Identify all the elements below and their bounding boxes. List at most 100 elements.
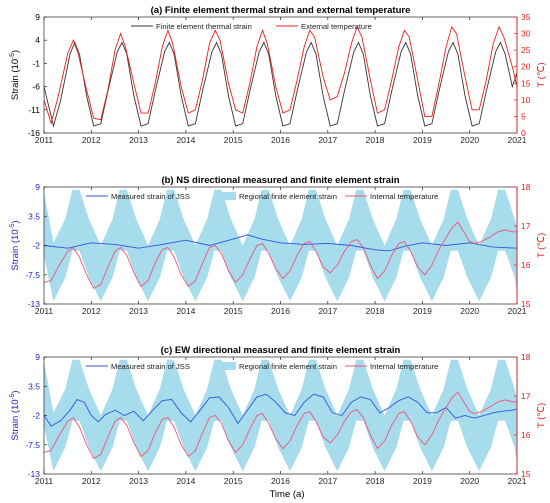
series-line-1: [44, 41, 517, 128]
y-tick-label-left: 9: [35, 12, 40, 22]
y-tick-label-left: 4: [35, 35, 40, 45]
x-tick-label: 2016: [271, 306, 290, 316]
y-tick-label-right: 18: [521, 182, 531, 192]
x-axis-label: Time (a): [269, 489, 304, 500]
x-tick-label: 2012: [82, 135, 101, 145]
x-tick-label: 2012: [82, 476, 101, 486]
y-tick-label-right: 18: [521, 352, 531, 362]
x-tick-label: 2014: [176, 135, 195, 145]
y-tick-label-right: 16: [521, 260, 531, 270]
y-tick-label-right: 20: [521, 62, 531, 72]
legend-label: Measured strain of JSS: [111, 362, 190, 371]
legend-swatch: [214, 192, 236, 200]
x-tick-label: 2017: [318, 135, 337, 145]
panel-title: (c) EW directional measured and finite e…: [161, 345, 401, 356]
y-tick-label-right: 30: [521, 29, 531, 39]
x-tick-label: 2016: [271, 135, 290, 145]
y-tick-label-right: 15: [521, 78, 531, 88]
x-tick-label: 2015: [224, 306, 243, 316]
series-line-1: [44, 393, 517, 427]
y-tick-label-left: -6: [32, 82, 40, 92]
y-tick-label-right: 15: [521, 469, 531, 479]
panel-3: 2011 2012 2013 2014 2015 2016 2017 2018 2019 2020…: [9, 345, 547, 486]
y-tick-label-right: 15: [521, 299, 531, 309]
x-tick-label: 2011: [35, 306, 54, 316]
y-tick-label-right: 17: [521, 391, 531, 401]
y-axis-label-left: Strain (10-5): [9, 50, 21, 100]
legend: Finite element thermal strain External te…: [131, 22, 372, 31]
x-tick-label: 2014: [176, 306, 195, 316]
series-line-2: [44, 391, 517, 460]
x-tick-label: 2014: [176, 476, 195, 486]
y-tick-label-left: -11: [28, 105, 40, 115]
y-tick-label-left: 9: [35, 352, 40, 362]
y-tick-label-left: -2: [32, 241, 40, 251]
panel-title: (a) Finite element thermal strain and ex…: [151, 5, 411, 16]
panel-2: 2011 2012 2013 2014 2015 2016 2017 2018 2019 2020…: [9, 175, 547, 316]
x-tick-label: 2011: [35, 135, 54, 145]
x-tick-label: 2013: [129, 135, 148, 145]
series-line-1: [44, 234, 517, 252]
x-tick-label: 2020: [460, 476, 479, 486]
y-tick-label-left: 3.5: [28, 381, 40, 391]
x-tick-label: 2013: [129, 306, 148, 316]
panel-title: (b) NS directional measured and finite e…: [161, 175, 399, 186]
legend-label: Internal temperature: [370, 192, 438, 201]
y-tick-label-left: -1: [32, 58, 40, 68]
y-tick-label-right: 10: [521, 95, 531, 105]
y-tick-label-left: -16: [28, 128, 41, 138]
x-tick-label: 2015: [224, 476, 243, 486]
legend-label: Internal temperature: [370, 362, 438, 371]
y-tick-label-right: 5: [521, 111, 526, 121]
panel-1: 2011 2012 2013 2014 2015 2016 2017 2018 2019 2020…: [9, 5, 547, 145]
legend-swatch: [214, 362, 236, 370]
x-tick-label: 2019: [413, 306, 432, 316]
band-regional-fe-strain: [44, 189, 517, 302]
y-tick-label-left: -13: [28, 299, 41, 309]
y-tick-label-right: 17: [521, 221, 531, 231]
legend: Measured strain of JSS Regional finite el…: [86, 362, 438, 371]
x-tick-label: 2020: [460, 306, 479, 316]
x-tick-label: 2013: [129, 476, 148, 486]
x-tick-label: 2021: [508, 306, 527, 316]
legend: Measured strain of JSS Regional finite el…: [86, 192, 438, 201]
y-tick-label-left: -13: [28, 469, 41, 479]
legend-label: Regional finite element strain: [239, 362, 337, 371]
x-tick-label: 2012: [82, 306, 101, 316]
y-tick-label-right: 25: [521, 45, 531, 55]
x-tick-label: 2021: [508, 476, 527, 486]
band-regional-fe-strain: [44, 359, 517, 472]
y-tick-label-left: -7.5: [25, 270, 40, 280]
legend-label: Measured strain of JSS: [111, 192, 190, 201]
legend-label: Finite element thermal strain: [156, 22, 252, 31]
x-tick-label: 2018: [366, 135, 385, 145]
x-tick-label: 2016: [271, 476, 290, 486]
x-tick-label: 2021: [508, 135, 527, 145]
y-tick-label-left: -7.5: [25, 440, 40, 450]
y-axis-label-right: T (℃): [536, 403, 547, 428]
x-tick-label: 2019: [413, 476, 432, 486]
y-tick-label-right: 16: [521, 430, 531, 440]
legend-label: External temperature: [301, 22, 372, 31]
series-line-2: [44, 25, 517, 125]
x-tick-label: 2020: [460, 135, 479, 145]
x-tick-label: 2018: [366, 306, 385, 316]
y-tick-label-left: -2: [32, 411, 40, 421]
series-line-2: [44, 221, 517, 290]
y-tick-label-right: 35: [521, 12, 531, 22]
y-axis-label-right: T (℃): [536, 233, 547, 258]
x-tick-label: 2019: [413, 135, 432, 145]
y-axis-label-right: T (℃): [536, 62, 547, 87]
legend-label: Regional finite element strain: [239, 192, 337, 201]
y-axis-label-left: Strain (10-5): [9, 390, 21, 440]
x-tick-label: 2017: [318, 306, 337, 316]
x-tick-label: 2017: [318, 476, 337, 486]
x-tick-label: 2015: [224, 135, 243, 145]
y-tick-label-left: 3.5: [28, 211, 40, 221]
x-tick-label: 2011: [35, 476, 54, 486]
y-axis-label-left: Strain (10-5): [9, 220, 21, 270]
y-tick-label-right: 0: [521, 128, 526, 138]
x-tick-label: 2018: [366, 476, 385, 486]
y-tick-label-left: 9: [35, 182, 40, 192]
